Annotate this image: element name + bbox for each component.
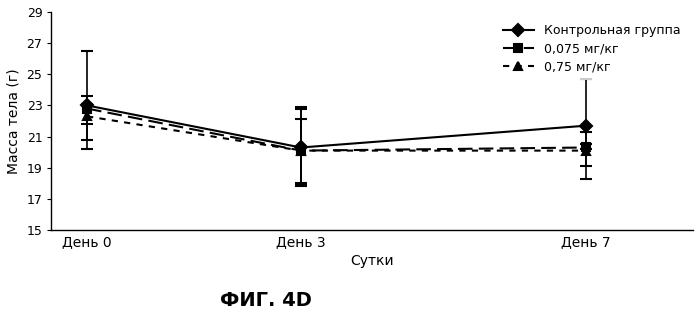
X-axis label: Сутки: Сутки — [351, 254, 394, 269]
Y-axis label: Масса тела (г): Масса тела (г) — [7, 68, 21, 174]
Text: ФИГ. 4D: ФИГ. 4D — [220, 291, 312, 310]
Legend: Контрольная группа, 0,075 мг/кг, 0,75 мг/кг: Контрольная группа, 0,075 мг/кг, 0,75 мг… — [496, 18, 687, 80]
